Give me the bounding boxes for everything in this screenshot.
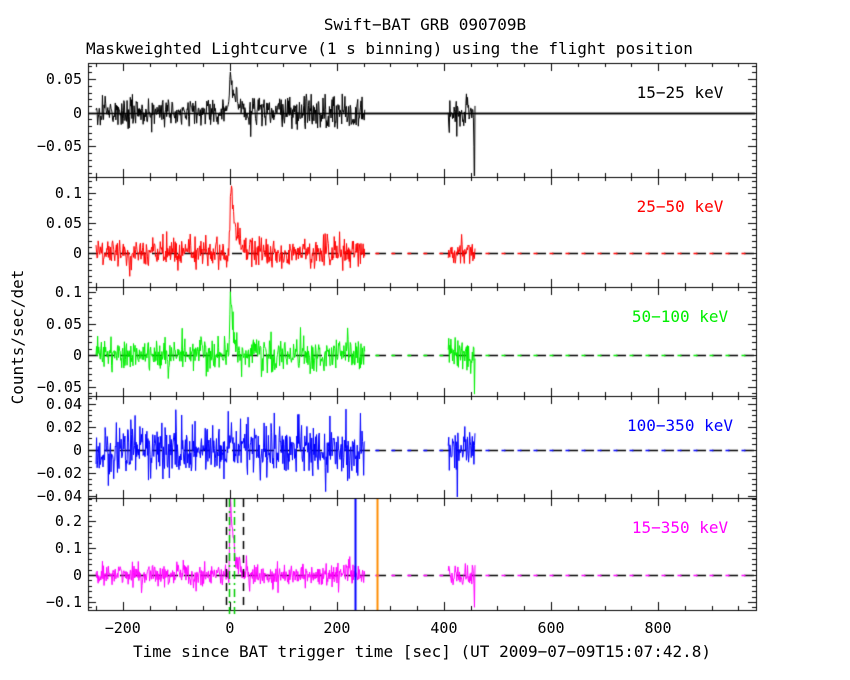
y-tick-label-panel2-1: 0.05 <box>45 314 82 333</box>
band-label-3: 100−350 keV <box>627 416 733 435</box>
x-axis-label: Time since BAT trigger time [sec] (UT 20… <box>133 642 711 661</box>
y-tick-label-panel4-0: 0.2 <box>54 511 82 530</box>
y-tick-label-panel3-0: 0.04 <box>45 395 82 414</box>
y-tick-label-panel2-2: 0 <box>72 346 82 365</box>
y-tick-label-panel0-0: 0.05 <box>45 70 82 89</box>
y-tick-label-panel2-0: 0.1 <box>54 283 82 302</box>
y-tick-label-panel3-2: 0 <box>72 440 82 459</box>
y-tick-label-panel2-3: −0.05 <box>36 377 82 396</box>
chart-subtitle: Maskweighted Lightcurve (1 s binning) us… <box>86 39 693 58</box>
band-label-2: 50−100 keV <box>631 307 729 326</box>
y-tick-label-panel4-2: 0 <box>72 565 82 584</box>
y-tick-label-panel3-1: 0.02 <box>45 417 82 436</box>
y-tick-label-panel4-1: 0.1 <box>54 538 82 557</box>
x-tick-label-0: −200 <box>104 619 141 637</box>
y-axis-label: Counts/sec/det <box>8 269 27 405</box>
x-tick-label-3: 400 <box>430 619 458 637</box>
y-tick-label-panel4-3: −0.1 <box>45 592 82 611</box>
y-tick-label-panel0-1: 0 <box>72 103 82 122</box>
y-tick-label-panel3-4: −0.04 <box>36 486 82 505</box>
y-tick-label-panel3-3: −0.02 <box>36 463 82 482</box>
x-tick-label-1: 0 <box>225 619 235 637</box>
x-tick-label-4: 600 <box>537 619 565 637</box>
y-tick-label-panel1-2: 0 <box>72 243 82 262</box>
x-tick-label-5: 800 <box>644 619 672 637</box>
x-tick-label-2: 200 <box>323 619 351 637</box>
band-label-1: 25−50 keV <box>636 197 724 216</box>
band-label-4: 15−350 keV <box>631 518 729 537</box>
y-tick-label-panel0-2: −0.05 <box>36 137 82 156</box>
y-tick-label-panel1-0: 0.1 <box>54 184 82 203</box>
chart-title: Swift−BAT GRB 090709B <box>323 15 527 34</box>
y-tick-label-panel1-1: 0.05 <box>45 213 82 232</box>
band-label-0: 15−25 keV <box>636 83 724 102</box>
